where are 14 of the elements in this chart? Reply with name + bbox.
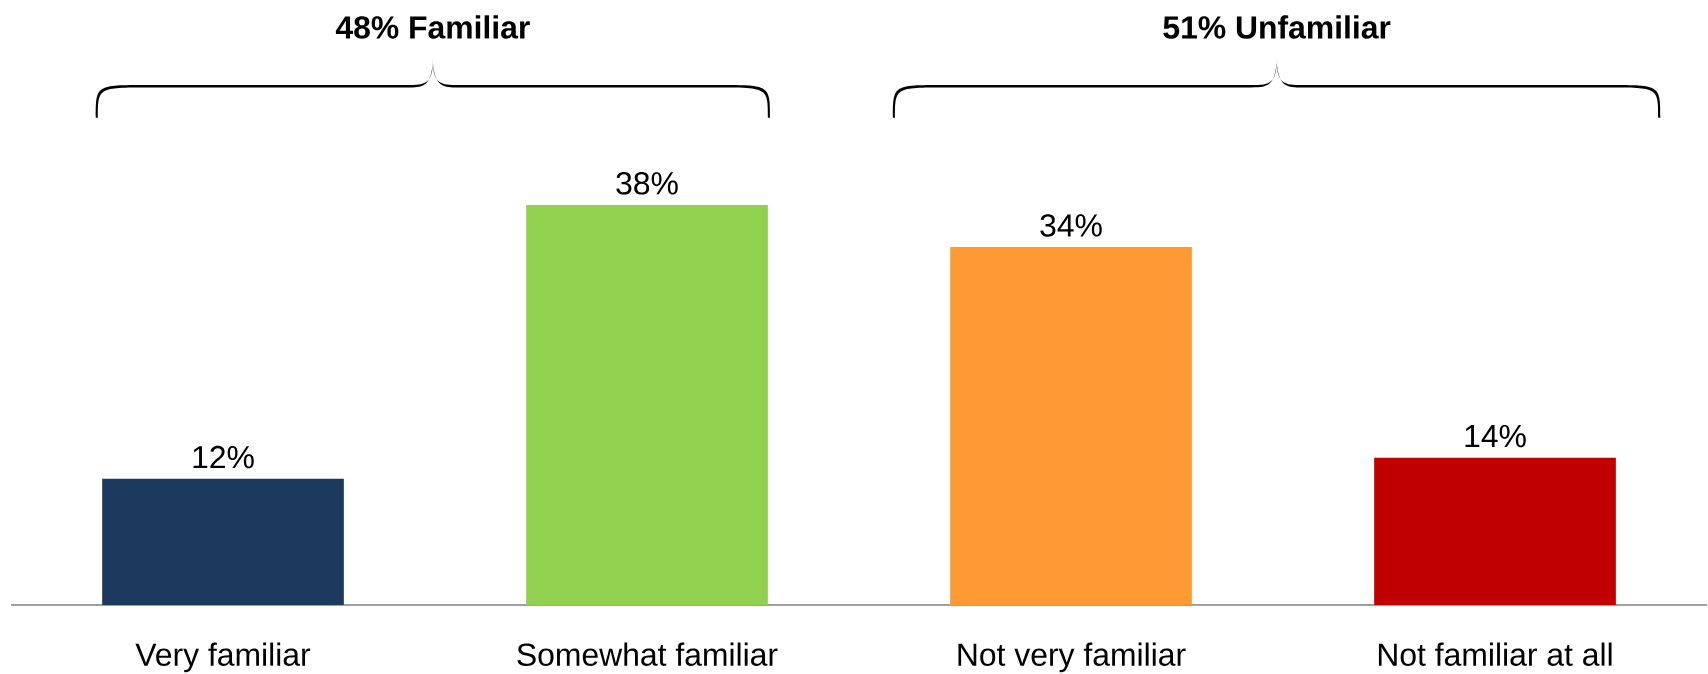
x-tick-label: Somewhat familiar [517, 642, 778, 666]
bar [526, 205, 768, 605]
x-tick-label: Not familiar at all [1378, 642, 1612, 666]
x-tick-label: Very familiar [135, 642, 311, 673]
data-label: 38% [616, 172, 678, 195]
x-tick-label: Not very familiar [958, 642, 1186, 673]
bar [950, 247, 1192, 605]
bar [1374, 457, 1616, 605]
data-label: 34% [1040, 214, 1102, 237]
data-label: 14% [1465, 424, 1526, 448]
bar [102, 478, 344, 605]
data-label: 12% [193, 445, 254, 469]
text: 51% Unfamiliar [1163, 15, 1391, 39]
text: 48% Familiar [335, 15, 530, 39]
